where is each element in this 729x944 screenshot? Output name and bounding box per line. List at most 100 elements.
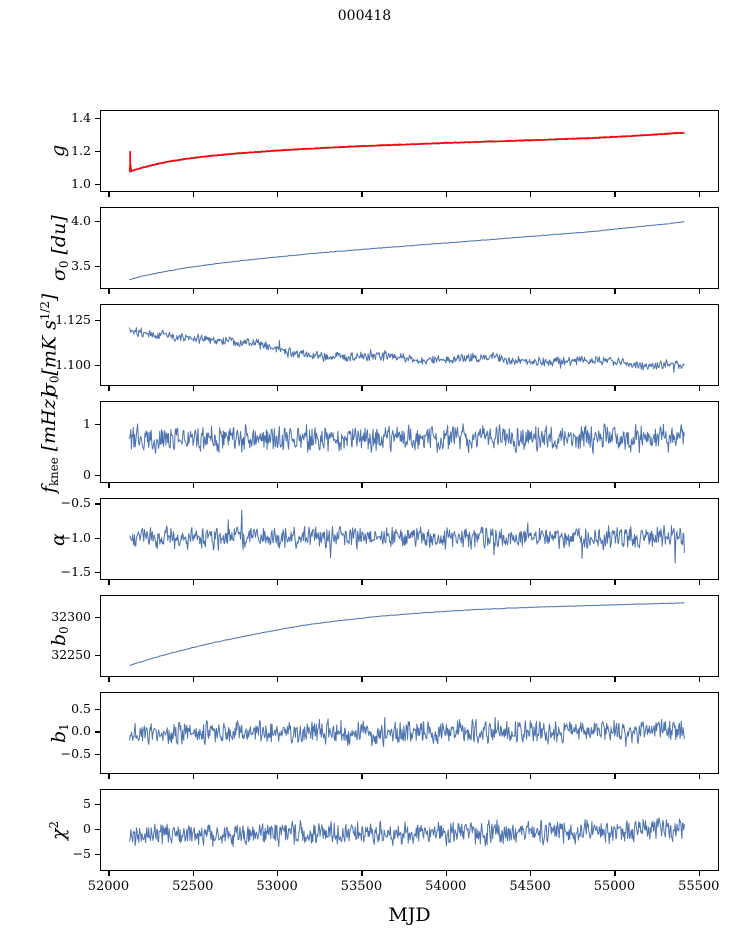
y-axis-label-alpha: α [47, 532, 69, 546]
y-tick-mark-sigma0-du-1 [95, 220, 100, 222]
x-tick-mark-b0-7 [698, 677, 700, 682]
x-tick-mark-chi2-2 [277, 871, 279, 876]
x-tick-mark-gain-6 [614, 192, 616, 197]
plot-panel-gain [100, 110, 719, 192]
x-tick-mark-sigma0-du-3 [361, 289, 363, 294]
plot-panel-b0 [100, 595, 719, 677]
x-tick-mark-b1-5 [530, 774, 532, 779]
x-tick-label-4: 54000 [425, 879, 467, 894]
x-tick-mark-gain-1 [192, 192, 194, 197]
page-title: 000418 [337, 8, 392, 24]
series-line-f_knee [130, 424, 685, 454]
y-tick-mark-alpha-0 [95, 571, 100, 573]
y-tick-mark-chi2-0 [95, 853, 100, 855]
x-tick-mark-sigma0-du-2 [277, 289, 279, 294]
series-line-sigma0_mK [130, 327, 685, 372]
y-tick-mark-alpha-2 [95, 503, 100, 505]
x-tick-mark-fknee-2 [277, 483, 279, 488]
x-tick-mark-sigma0-mK-5 [530, 386, 532, 391]
x-tick-mark-fknee-7 [698, 483, 700, 488]
x-tick-mark-sigma0-du-7 [698, 289, 700, 294]
x-tick-mark-b1-4 [445, 774, 447, 779]
x-axis-label: MJD [388, 904, 431, 926]
y-tick-label-sigma0-mK-0: 1.100 [55, 356, 91, 372]
x-tick-mark-gain-5 [530, 192, 532, 197]
x-tick-mark-fknee-1 [192, 483, 194, 488]
y-tick-label-b1-1: 0.0 [71, 723, 91, 739]
x-tick-mark-chi2-0 [108, 871, 110, 876]
y-axis-label-b1: b1 [47, 723, 71, 743]
y-tick-label-gain-2: 1.4 [71, 109, 91, 125]
y-tick-mark-chi2-1 [95, 828, 100, 830]
y-tick-label-gain-1: 1.2 [71, 142, 91, 158]
x-tick-mark-alpha-0 [108, 580, 110, 585]
y-tick-mark-b1-0 [95, 753, 100, 755]
x-tick-mark-chi2-1 [192, 871, 194, 876]
x-tick-mark-b1-3 [361, 774, 363, 779]
x-tick-mark-sigma0-mK-4 [445, 386, 447, 391]
x-tick-mark-b0-4 [445, 677, 447, 682]
x-tick-label-2: 53000 [256, 879, 298, 894]
x-tick-mark-sigma0-mK-3 [361, 386, 363, 391]
x-tick-mark-sigma0-mK-6 [614, 386, 616, 391]
x-tick-mark-b1-2 [277, 774, 279, 779]
x-tick-label-5: 54500 [509, 879, 551, 894]
y-tick-mark-b0-1 [95, 616, 100, 618]
plot-canvas-sigma0-mK [101, 305, 718, 385]
x-tick-mark-gain-2 [277, 192, 279, 197]
y-tick-label-alpha-1: −1.0 [60, 529, 91, 545]
y-tick-mark-b0-0 [95, 655, 100, 657]
y-tick-mark-gain-0 [95, 183, 100, 185]
x-tick-mark-chi2-4 [445, 871, 447, 876]
y-tick-label-b0-1: 32300 [51, 608, 91, 624]
x-tick-label-3: 53500 [340, 879, 383, 894]
x-tick-mark-fknee-6 [614, 483, 616, 488]
x-tick-label-6: 55000 [593, 879, 636, 894]
y-tick-label-sigma0-du-1: 4.0 [71, 212, 91, 228]
series-line-alpha [130, 510, 685, 563]
x-tick-mark-alpha-5 [530, 580, 532, 585]
x-tick-label-0: 52000 [87, 879, 130, 894]
plot-panel-chi2 [100, 789, 719, 871]
y-tick-mark-b1-2 [95, 709, 100, 711]
y-tick-mark-gain-2 [95, 118, 100, 120]
x-tick-mark-b1-7 [698, 774, 700, 779]
y-tick-label-alpha-2: −0.5 [60, 495, 91, 511]
x-tick-mark-chi2-5 [530, 871, 532, 876]
x-tick-mark-alpha-3 [361, 580, 363, 585]
y-tick-mark-fknee-1 [95, 424, 100, 426]
series-line-chi2 [130, 818, 685, 847]
x-tick-mark-sigma0-mK-2 [277, 386, 279, 391]
y-tick-label-sigma0-mK-1: 1.125 [55, 311, 91, 327]
y-tick-label-chi2-0: −5 [72, 845, 91, 861]
plot-canvas-b0 [101, 596, 718, 676]
x-tick-mark-sigma0-du-1 [192, 289, 194, 294]
series-line-gain-model [130, 133, 685, 172]
y-tick-label-fknee-0: 0 [83, 467, 91, 483]
series-line-gain [130, 133, 685, 172]
plot-panel-sigma0-mK [100, 304, 719, 386]
x-tick-mark-b0-3 [361, 677, 363, 682]
x-tick-mark-gain-7 [698, 192, 700, 197]
x-tick-mark-sigma0-mK-0 [108, 386, 110, 391]
y-axis-label-b0: b0 [47, 626, 71, 646]
y-tick-mark-chi2-2 [95, 803, 100, 805]
series-line-sigma0_du [130, 222, 685, 280]
x-tick-mark-b1-1 [192, 774, 194, 779]
x-tick-mark-fknee-3 [361, 483, 363, 488]
y-tick-label-fknee-1: 1 [83, 415, 91, 431]
x-tick-mark-gain-3 [361, 192, 363, 197]
plot-canvas-gain [101, 111, 718, 191]
y-tick-mark-b1-1 [95, 731, 100, 733]
y-axis-label-gain: g [47, 144, 69, 157]
x-tick-mark-fknee-4 [445, 483, 447, 488]
y-tick-label-chi2-1: 0 [83, 820, 91, 836]
x-tick-mark-fknee-5 [530, 483, 532, 488]
x-tick-mark-sigma0-du-5 [530, 289, 532, 294]
x-tick-mark-alpha-2 [277, 580, 279, 585]
y-tick-mark-gain-1 [95, 151, 100, 153]
plot-canvas-alpha [101, 499, 718, 579]
x-tick-mark-b0-1 [192, 677, 194, 682]
x-tick-mark-b0-5 [530, 677, 532, 682]
x-tick-mark-b1-6 [614, 774, 616, 779]
